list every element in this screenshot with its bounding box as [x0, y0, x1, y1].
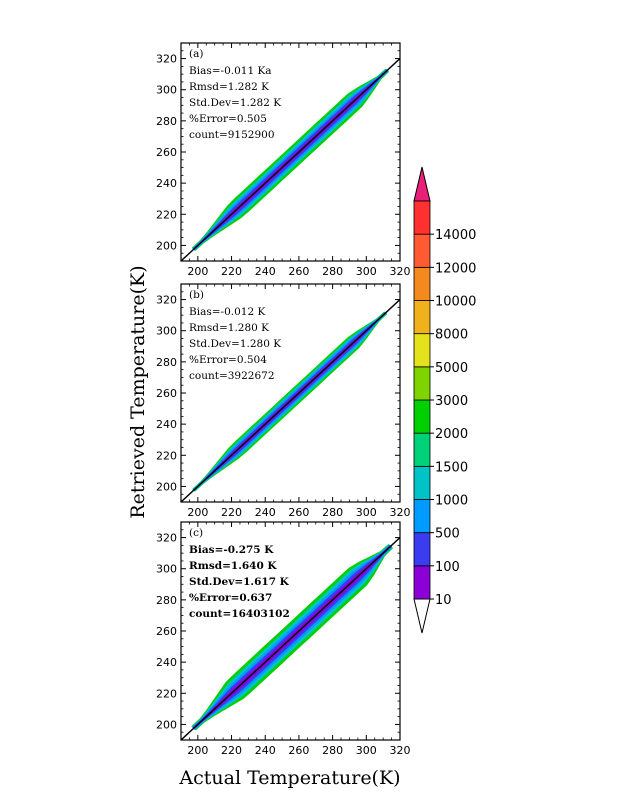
colorbar-segment — [413, 532, 431, 567]
y-tick-label: 280 — [156, 115, 177, 128]
colorbar-label: 5000 — [435, 361, 468, 376]
x-tick-label: 200 — [187, 265, 208, 278]
colorbar-segment — [413, 565, 431, 600]
y-tick-label: 320 — [156, 532, 177, 545]
y-tick-label: 300 — [156, 563, 177, 576]
colorbar-label: 10 — [435, 593, 452, 608]
one-to-one-line — [181, 58, 400, 261]
stat-line: %Error=0.505 — [189, 113, 267, 125]
colorbar-segment — [413, 499, 431, 534]
colorbar-label: 14000 — [435, 228, 476, 243]
panel-label: (b) — [189, 289, 204, 301]
colorbar-under-triangle — [413, 598, 431, 634]
x-tick-label: 240 — [255, 265, 276, 278]
colorbar-segment — [413, 399, 431, 434]
x-tick-label: 220 — [221, 744, 242, 757]
stat-line: Bias=-0.275 K — [189, 544, 274, 556]
y-tick-label: 240 — [156, 418, 177, 431]
panels: 200 220 240 260 280 300 320 200 220 240 260 280 300 3… — [156, 42, 411, 757]
x-tick-label: 300 — [356, 265, 377, 278]
y-tick-label: 200 — [156, 480, 177, 493]
x-tick-label: 280 — [322, 744, 343, 757]
y-tick-label: 320 — [156, 53, 177, 66]
y-tick-label: 200 — [156, 718, 177, 731]
x-tick-label: 200 — [187, 744, 208, 757]
x-tick-label: 320 — [390, 506, 411, 519]
y-tick-label: 220 — [156, 449, 177, 462]
y-tick-label: 260 — [156, 387, 177, 400]
x-tick-label: 320 — [390, 744, 411, 757]
colorbar-label: 500 — [435, 527, 460, 542]
colorbar-segment — [413, 432, 431, 467]
y-tick-label: 260 — [156, 625, 177, 638]
colorbar-segment — [413, 465, 431, 500]
scatter-density-panel: 200 220 240 260 280 300 320 200 220 240 260 280 300 3… — [156, 521, 411, 757]
x-tick-label: 280 — [322, 265, 343, 278]
stat-line: Rmsd=1.282 K — [189, 81, 269, 93]
one-to-one-line — [181, 537, 400, 740]
stat-line: Std.Dev=1.617 K — [189, 576, 290, 588]
y-axis-title: Retrieved Temperature(K) — [127, 265, 149, 518]
y-tick-label: 320 — [156, 294, 177, 307]
colorbar-segment — [413, 300, 431, 335]
colorbar-label: 12000 — [435, 261, 476, 276]
y-tick-label: 240 — [156, 177, 177, 190]
y-tick-label: 220 — [156, 208, 177, 221]
colorbar-segment — [413, 233, 431, 268]
x-axis-title: Actual Temperature(K) — [178, 767, 400, 789]
colorbar-label: 1000 — [435, 494, 468, 509]
x-tick-label: 260 — [288, 744, 309, 757]
stat-line: Rmsd=1.640 K — [189, 560, 277, 572]
colorbar-segment — [413, 200, 431, 235]
stat-line: count=9152900 — [189, 129, 275, 141]
y-tick-label: 300 — [156, 84, 177, 97]
x-tick-label: 240 — [255, 506, 276, 519]
stat-line: count=16403102 — [189, 608, 290, 620]
colorbar-label: 1500 — [435, 460, 468, 475]
panel-label: (c) — [189, 527, 203, 539]
stat-line: Std.Dev=1.280 K — [189, 338, 281, 350]
y-tick-label: 200 — [156, 239, 177, 252]
stat-line: Bias=-0.011 Ka — [189, 65, 272, 77]
colorbar-label: 100 — [435, 560, 460, 575]
stat-line: %Error=0.504 — [189, 354, 267, 366]
scatter-density-panel: 200 220 240 260 280 300 320 200 220 240 260 280 300 3… — [156, 283, 411, 519]
x-tick-label: 260 — [288, 506, 309, 519]
stat-line: %Error=0.637 — [189, 592, 272, 604]
y-tick-label: 220 — [156, 687, 177, 700]
colorbar: 10 100 500 1000 1500 2000 3000 5000 8000 10000 120… — [413, 166, 476, 634]
colorbar-label: 3000 — [435, 394, 468, 409]
y-tick-label: 240 — [156, 656, 177, 669]
colorbar-segment — [413, 266, 431, 301]
x-tick-label: 200 — [187, 506, 208, 519]
x-tick-label: 260 — [288, 265, 309, 278]
stat-line: Rmsd=1.280 K — [189, 322, 269, 334]
colorbar-over-triangle — [413, 166, 431, 202]
colorbar-label: 10000 — [435, 295, 476, 310]
x-tick-label: 240 — [255, 744, 276, 757]
panel-label: (a) — [189, 48, 203, 60]
colorbar-segment — [413, 366, 431, 401]
scatter-density-panel: 200 220 240 260 280 300 320 200 220 240 260 280 300 3… — [156, 42, 411, 278]
x-tick-label: 220 — [221, 506, 242, 519]
stat-line: Std.Dev=1.282 K — [189, 97, 281, 109]
colorbar-label: 2000 — [435, 427, 468, 442]
stat-line: count=3922672 — [189, 370, 275, 382]
one-to-one-line — [181, 299, 400, 502]
x-tick-label: 300 — [356, 506, 377, 519]
x-tick-label: 220 — [221, 265, 242, 278]
y-tick-label: 260 — [156, 146, 177, 159]
colorbar-segment — [413, 333, 431, 368]
y-tick-label: 280 — [156, 356, 177, 369]
y-tick-label: 280 — [156, 594, 177, 607]
x-tick-label: 300 — [356, 744, 377, 757]
x-tick-label: 320 — [390, 265, 411, 278]
stat-line: Bias=-0.012 K — [189, 306, 265, 318]
y-tick-label: 300 — [156, 325, 177, 338]
x-tick-label: 280 — [322, 506, 343, 519]
colorbar-label: 8000 — [435, 328, 468, 343]
